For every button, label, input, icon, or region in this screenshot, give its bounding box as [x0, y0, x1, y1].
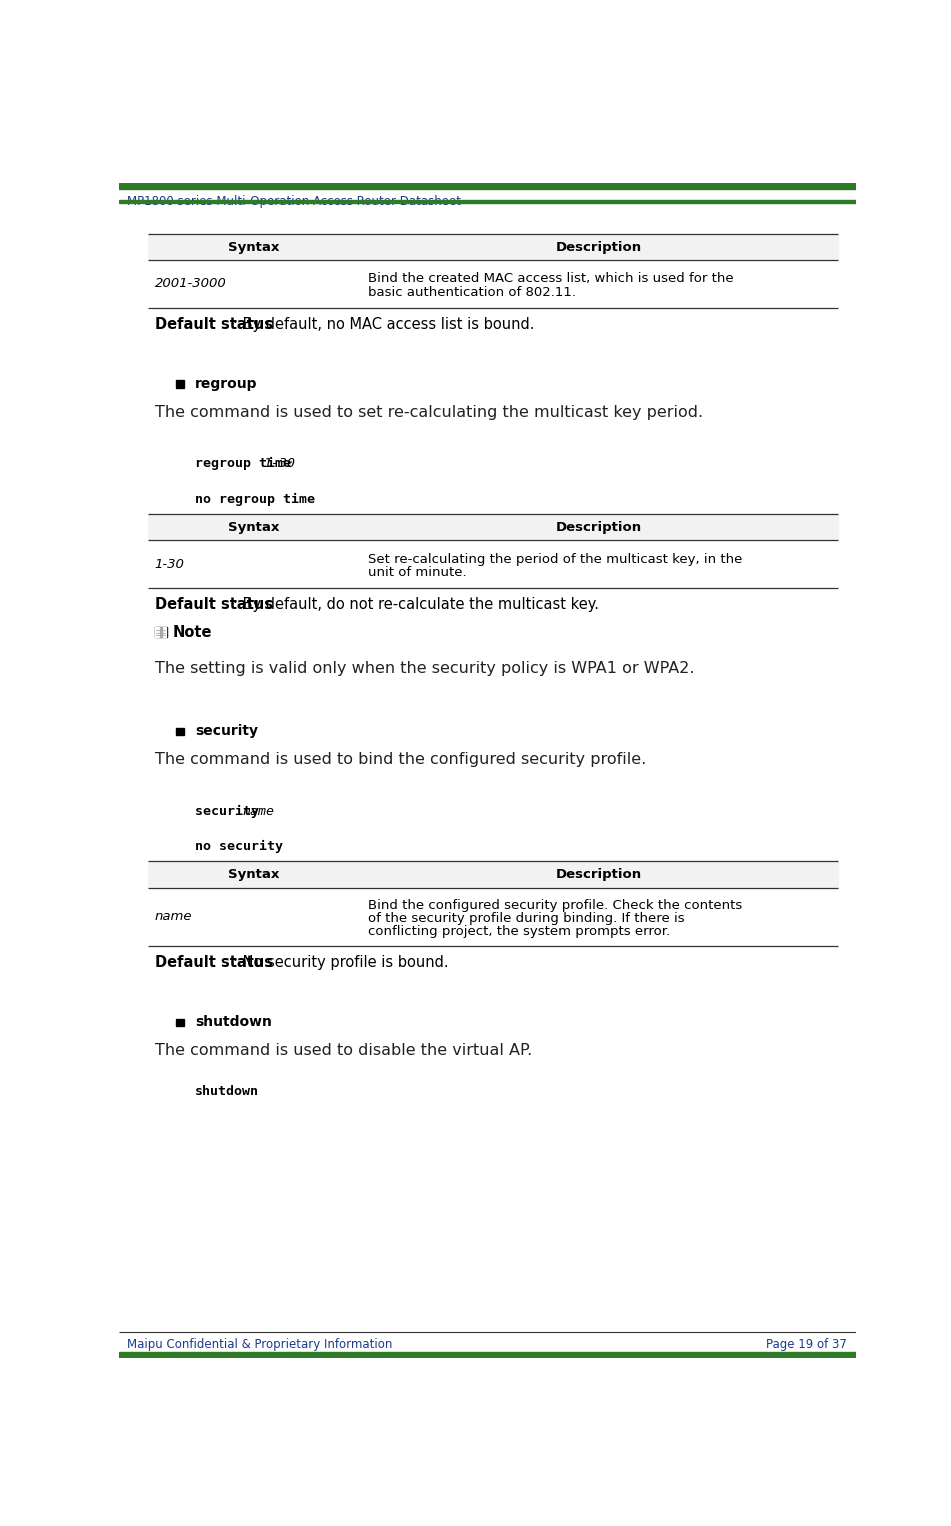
Bar [119, 200, 856, 203]
Bar [176, 1018, 184, 1027]
Text: The command is used to disable the virtual AP.: The command is used to disable the virtu… [154, 1044, 532, 1058]
Text: security: security [195, 804, 267, 818]
Text: Syntax: Syntax [228, 868, 280, 881]
Text: Default status: Default status [154, 597, 273, 612]
Text: 1-30: 1-30 [263, 458, 296, 470]
Text: Description: Description [555, 868, 642, 881]
Text: MP1800 series Multi-Operation Access Router Datasheet: MP1800 series Multi-Operation Access Rou… [126, 195, 460, 208]
Text: no security: no security [195, 839, 282, 853]
Bar [119, 183, 856, 189]
Text: Bind the created MAC access list, which is used for the: Bind the created MAC access list, which … [368, 273, 734, 285]
Text: 1-30: 1-30 [154, 559, 184, 571]
Text: Note: Note [173, 624, 213, 639]
Bar [148, 233, 838, 259]
Bar [176, 380, 184, 388]
Text: The command is used to bind the configured security profile.: The command is used to bind the configur… [154, 752, 646, 768]
Text: Default status: Default status [154, 955, 273, 971]
Text: The command is used to set re-calculating the multicast key period.: The command is used to set re-calculatin… [154, 404, 703, 420]
Text: Syntax: Syntax [228, 241, 280, 253]
Text: name: name [243, 804, 274, 818]
Text: of the security profile during binding. If there is: of the security profile during binding. … [368, 913, 685, 925]
Text: The setting is valid only when the security policy is WPA1 or WPA2.: The setting is valid only when the secur… [154, 661, 694, 676]
Bar [154, 627, 167, 638]
Text: name: name [154, 911, 192, 923]
Text: no regroup time: no regroup time [195, 493, 315, 505]
Text: security: security [195, 725, 258, 739]
Text: : By default, no MAC access list is bound.: : By default, no MAC access list is boun… [233, 317, 534, 333]
Text: 2001-3000: 2001-3000 [154, 278, 226, 290]
Text: : By default, do not re-calculate the multicast key.: : By default, do not re-calculate the mu… [233, 597, 598, 612]
Text: Set re-calculating the period of the multicast key, in the: Set re-calculating the period of the mul… [368, 552, 743, 566]
Text: shutdown: shutdown [195, 1015, 272, 1030]
Text: regroup: regroup [195, 377, 258, 391]
Text: conflicting project, the system prompts error.: conflicting project, the system prompts … [368, 925, 670, 938]
Text: Default status: Default status [154, 317, 273, 333]
Text: basic authentication of 802.11.: basic authentication of 802.11. [368, 285, 576, 299]
Text: : No security profile is bound.: : No security profile is bound. [233, 955, 448, 971]
Bar [176, 728, 184, 736]
Text: Description: Description [555, 241, 642, 253]
Bar [148, 514, 838, 540]
Bar [119, 1352, 856, 1358]
Text: Maipu Confidential & Proprietary Information: Maipu Confidential & Proprietary Informa… [126, 1338, 392, 1351]
Bar [155, 627, 166, 636]
Text: Page 19 of 37: Page 19 of 37 [767, 1338, 847, 1351]
Text: shutdown: shutdown [195, 1085, 259, 1097]
Text: unit of minute.: unit of minute. [368, 566, 467, 578]
Bar [148, 862, 838, 888]
Text: Bind the configured security profile. Check the contents: Bind the configured security profile. Ch… [368, 899, 743, 913]
Bar [160, 627, 162, 636]
Text: Syntax: Syntax [228, 520, 280, 534]
Text: regroup time: regroup time [195, 458, 299, 470]
Text: Description: Description [555, 520, 642, 534]
